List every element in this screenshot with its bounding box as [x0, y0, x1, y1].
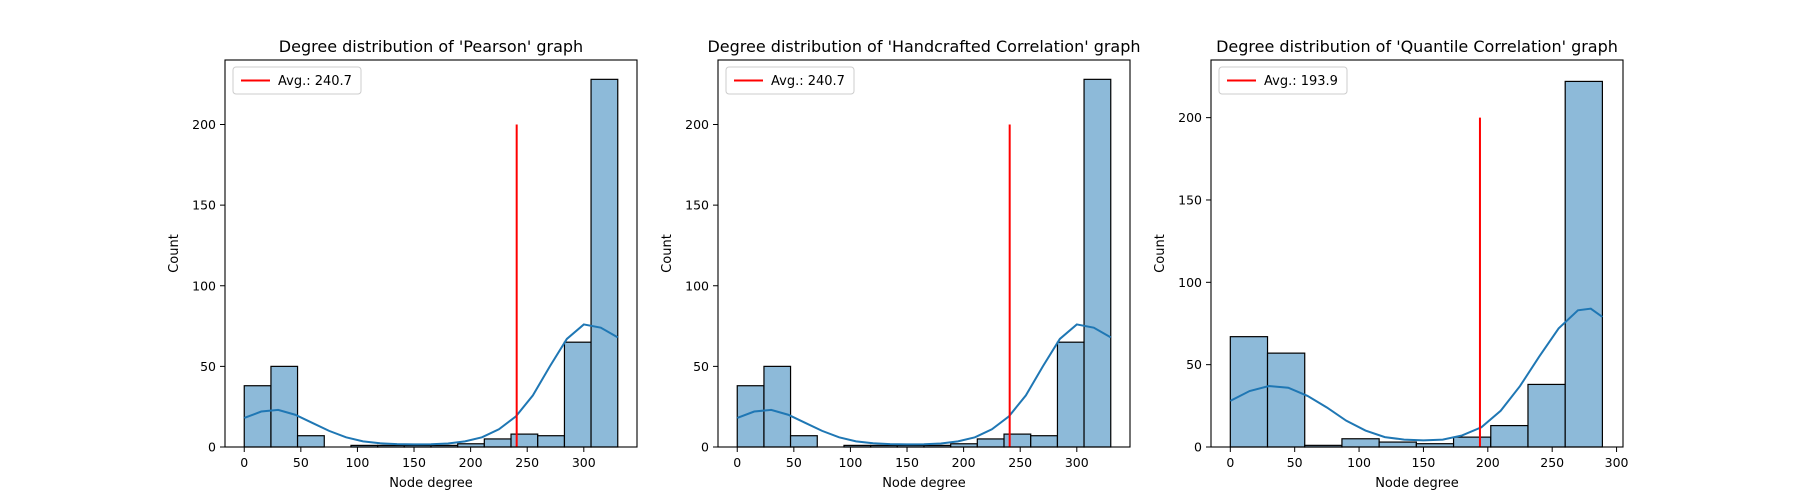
y-tick-label: 150	[1178, 192, 1202, 207]
x-tick-label: 200	[459, 455, 483, 470]
histogram-bar	[976, 438, 1005, 448]
histogram-bar	[563, 341, 592, 448]
histogram-bar	[1030, 435, 1059, 448]
x-tick-label: 100	[838, 455, 862, 470]
y-tick-label: 50	[693, 359, 709, 374]
y-axis-label: Count	[167, 234, 182, 273]
x-axis-label: Node degree	[882, 476, 966, 491]
legend-label: Avg.: 240.7	[278, 74, 352, 89]
x-tick-label: 0	[733, 455, 741, 470]
x-tick-label: 150	[1412, 455, 1436, 470]
x-tick-label: 200	[1476, 455, 1500, 470]
histogram-bar	[270, 365, 299, 448]
y-tick-label: 0	[701, 440, 709, 455]
legend: Avg.: 240.7	[725, 66, 855, 95]
x-tick-label: 250	[1008, 455, 1032, 470]
histogram-bar	[763, 365, 792, 448]
y-tick-label: 100	[1178, 275, 1202, 290]
y-tick-label: 200	[192, 117, 216, 132]
y-tick-label: 50	[200, 359, 216, 374]
kde-curve	[736, 323, 1112, 446]
legend: Avg.: 240.7	[232, 66, 362, 95]
plot-frame	[1210, 59, 1624, 448]
x-tick-label: 300	[572, 455, 596, 470]
x-tick-label: 50	[786, 455, 802, 470]
x-tick-label: 0	[1226, 455, 1234, 470]
histogram-bar	[789, 435, 818, 448]
y-tick-label: 200	[1178, 110, 1202, 125]
histogram-bar	[1003, 433, 1032, 448]
chart-panel-3: 0 50 100 150 200 250 300 0 50 100 150 200 Degree dis…	[1153, 37, 1629, 491]
histogram-bar	[1083, 78, 1112, 448]
legend-box	[1218, 66, 1348, 95]
histogram-bar	[537, 435, 566, 448]
x-axis-label: Node degree	[389, 476, 473, 491]
histogram-bar	[296, 435, 325, 448]
chart-panel-1: 0 50 100 150 200 250 300 0 50 100 150 200 Degree dis…	[167, 37, 638, 491]
histogram-bar	[1452, 436, 1492, 448]
x-tick-label: 100	[1347, 455, 1371, 470]
chart-title: Degree distribution of 'Quantile Correla…	[1216, 37, 1618, 56]
chart-panel-2: 0 50 100 150 200 250 300 0 50 100 150 200 Degree dis…	[660, 37, 1141, 491]
x-axis-label: Node degree	[1375, 476, 1459, 491]
histogram-bar	[1341, 438, 1380, 448]
chart-title: Degree distribution of 'Handcrafted Corr…	[707, 37, 1140, 56]
legend: Avg.: 193.9	[1218, 66, 1348, 95]
histogram-bar	[1564, 80, 1604, 448]
x-tick-label: 300	[1065, 455, 1089, 470]
legend-box	[725, 66, 855, 95]
x-tick-label: 150	[895, 455, 919, 470]
x-tick-label: 100	[345, 455, 369, 470]
x-tick-label: 50	[1287, 455, 1303, 470]
y-tick-label: 100	[192, 278, 216, 293]
chart-title: Degree distribution of 'Pearson' graph	[279, 37, 583, 56]
histogram-bar	[1056, 341, 1085, 448]
x-tick-label: 0	[240, 455, 248, 470]
legend-box	[232, 66, 362, 95]
x-tick-label: 300	[1605, 455, 1629, 470]
histogram-bar	[1378, 441, 1417, 448]
histogram-bar	[483, 438, 512, 448]
x-tick-label: 250	[1540, 455, 1564, 470]
histogram-bar	[1490, 424, 1529, 448]
plot-frame	[717, 59, 1131, 448]
legend-label: Avg.: 193.9	[1264, 74, 1338, 89]
x-tick-label: 150	[402, 455, 426, 470]
histogram-bar	[590, 78, 619, 448]
y-tick-label: 100	[685, 278, 709, 293]
y-tick-label: 200	[685, 117, 709, 132]
legend-label: Avg.: 240.7	[771, 74, 845, 89]
histogram-bar	[510, 433, 539, 448]
x-tick-label: 200	[952, 455, 976, 470]
y-tick-label: 150	[192, 198, 216, 213]
kde-curve	[243, 323, 619, 446]
plot-frame	[224, 59, 638, 448]
x-tick-label: 50	[293, 455, 309, 470]
kde-curve	[1229, 307, 1603, 442]
y-tick-label: 150	[685, 198, 709, 213]
y-axis-label: Count	[1153, 234, 1168, 273]
x-tick-label: 250	[515, 455, 539, 470]
y-tick-label: 0	[208, 440, 216, 455]
y-tick-label: 0	[1194, 440, 1202, 455]
histogram-bar	[1527, 383, 1566, 448]
y-tick-label: 50	[1186, 357, 1202, 372]
y-axis-label: Count	[660, 234, 675, 273]
histogram-bar	[1266, 352, 1306, 448]
